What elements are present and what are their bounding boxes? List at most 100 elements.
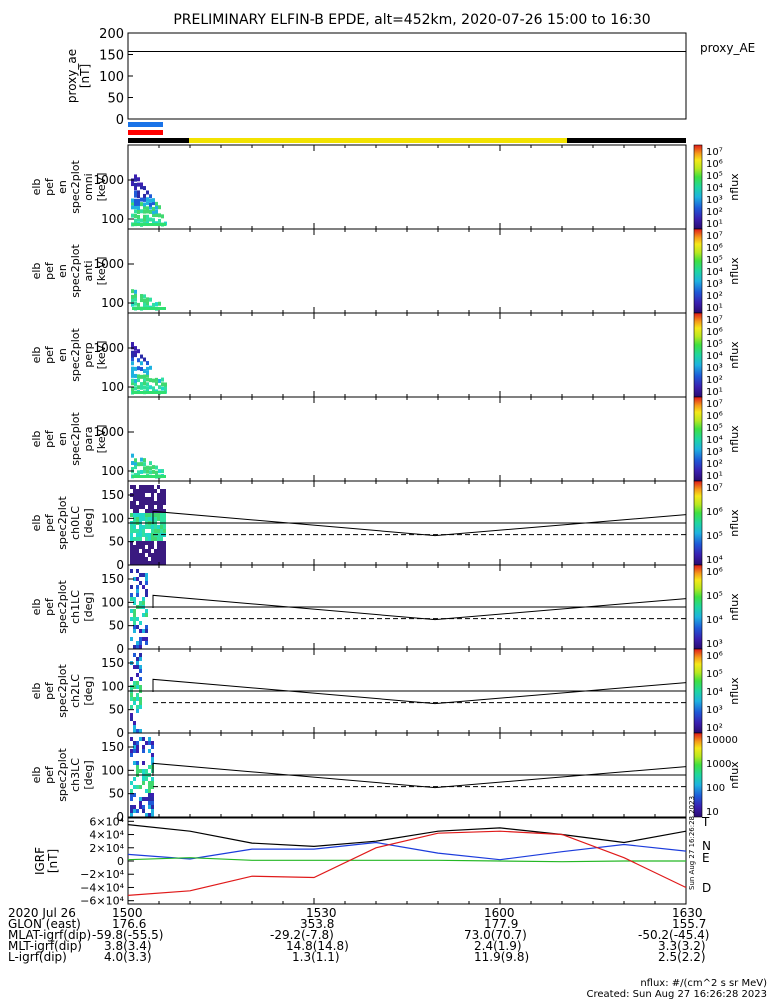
spec-pixel xyxy=(143,217,146,222)
pa-pixel xyxy=(136,785,139,789)
footer-label: 2020 Jul 26 xyxy=(8,906,76,920)
spec-pixel xyxy=(149,470,152,475)
pa-pixel xyxy=(130,541,133,545)
pa-pixel xyxy=(130,789,133,793)
pa-pixel xyxy=(151,757,154,761)
ae-ytick-label: 200 xyxy=(99,27,124,42)
pa-pixel xyxy=(133,625,136,629)
pa-pixel xyxy=(130,705,133,709)
spec-pixel xyxy=(131,345,134,350)
spec-pixel xyxy=(146,465,149,470)
spec-pixel xyxy=(155,201,158,206)
pa-ytick-label: 150 xyxy=(101,488,124,502)
spec-pixel xyxy=(134,293,137,298)
spec-pixel xyxy=(134,198,137,203)
pa-pixel xyxy=(130,501,133,505)
mode-bar-night-end xyxy=(567,138,686,143)
footer-value: 1.3(1.1) xyxy=(292,950,340,964)
pa-loss-cone-line xyxy=(152,678,687,705)
pa-pixel xyxy=(145,769,148,773)
spec-pixel xyxy=(140,382,143,387)
spec-ytick-label: 100 xyxy=(101,464,124,478)
pa-pixel xyxy=(136,537,139,541)
pa-pixel xyxy=(130,637,133,641)
spec-para-ylabel-line: spec2plot xyxy=(69,412,82,466)
pa-pixel xyxy=(163,513,166,517)
spec-pixel xyxy=(149,217,152,222)
pa-pixel xyxy=(136,769,139,773)
pa-pixel xyxy=(160,489,163,493)
pa-pixel xyxy=(142,805,145,809)
pa-pixel xyxy=(145,637,148,641)
pa-pixel xyxy=(145,485,148,489)
spec-para-ylabel-line: pef xyxy=(43,429,56,448)
pa-pixel xyxy=(151,553,154,557)
pa-pixel xyxy=(130,549,133,553)
pa-pixel xyxy=(142,557,145,561)
spec-ytick-label: 1000 xyxy=(93,173,124,187)
colorbar-label: nflux xyxy=(728,509,741,537)
pa-ch0LC-ylabel-line: ch0LC xyxy=(69,506,82,540)
spec-pixel xyxy=(143,469,146,474)
pa-pixel xyxy=(151,561,154,565)
ae-yticks: 200 150 100 50 0 xyxy=(99,27,133,128)
spec-ytick-label: 1000 xyxy=(93,425,124,439)
spec-ytick-label: 100 xyxy=(101,212,124,226)
footer-value: 353.8 xyxy=(300,917,335,931)
status-bars xyxy=(128,122,686,143)
spec-pixel xyxy=(140,457,143,462)
spec-pixel xyxy=(143,202,146,207)
pa-pixel xyxy=(142,493,145,497)
pa-pixel xyxy=(163,501,166,505)
pa-pixel xyxy=(139,737,142,741)
spec-perp-ylabel-line: en xyxy=(56,348,69,362)
colorbar-label: nflux xyxy=(728,677,741,705)
spec-ytick-label: 1000 xyxy=(93,341,124,355)
footer-value: 11.9(9.8) xyxy=(474,950,530,964)
ae-ytick-label: 150 xyxy=(99,49,124,64)
pa-pixel xyxy=(136,593,139,597)
pa-pixel xyxy=(130,525,133,529)
pa-ytick-label: 0 xyxy=(116,558,124,572)
pa-pixel xyxy=(148,781,151,785)
pa-pixel xyxy=(142,585,145,589)
mode-bar-night-start xyxy=(128,138,189,143)
pa-pixel xyxy=(136,673,139,677)
spec-pixel xyxy=(161,469,164,474)
pa-pixel xyxy=(130,797,133,801)
pa-pixel xyxy=(136,513,139,517)
pa-pixel xyxy=(151,805,154,809)
colorbar-tick-label: 10⁵ xyxy=(706,171,723,182)
spec-para-ylabel-line: en xyxy=(56,432,69,446)
pa-ch2LC-colorbar xyxy=(693,648,703,734)
spec-omni-ylabel-line: pef xyxy=(43,177,56,196)
pa-pixel xyxy=(130,697,133,701)
spec-omni-colorbar xyxy=(693,144,703,230)
colorbar-tick-label: 10⁶ xyxy=(706,567,723,578)
spec-perp-ylabel-line: spec2plot xyxy=(69,328,82,382)
spec-pixel xyxy=(143,357,146,362)
pa-pixel xyxy=(157,513,160,517)
spec-pixel xyxy=(143,302,146,307)
colorbar-tick-label: 10¹ xyxy=(706,471,723,482)
spec-pixel xyxy=(152,465,155,470)
pa-pixel xyxy=(154,517,157,521)
pa-pixel xyxy=(160,561,163,565)
pa-pixel xyxy=(133,489,136,493)
pa-pixel xyxy=(133,645,136,649)
spec-pixel xyxy=(152,201,155,206)
colorbar-label: nflux xyxy=(728,341,741,369)
pa-pixel xyxy=(145,497,148,501)
colorbar-label: nflux xyxy=(728,425,741,453)
pa-pixel xyxy=(142,637,145,641)
pa-pixel xyxy=(148,505,151,509)
pa-pixel xyxy=(151,537,154,541)
pa-ytick-label: 50 xyxy=(109,787,124,801)
pa-pixel xyxy=(139,805,142,809)
spec-pixel xyxy=(137,302,140,307)
pa-pixel xyxy=(148,537,151,541)
spec-pixel xyxy=(134,201,137,206)
pa-pixel xyxy=(130,597,133,601)
pa-ytick-label: 0 xyxy=(116,810,124,824)
